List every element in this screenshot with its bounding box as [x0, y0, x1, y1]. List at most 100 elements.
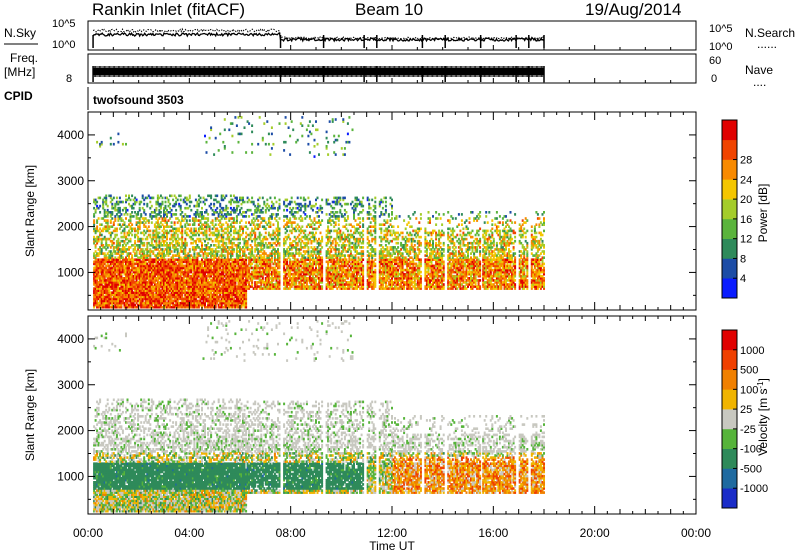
- power-cell: [93, 303, 96, 307]
- power-cell: [254, 283, 257, 286]
- power-cell: [143, 198, 146, 202]
- power-cell: [216, 200, 219, 204]
- power-cell: [184, 260, 187, 264]
- power-cell: [255, 264, 258, 268]
- power-cell: [137, 295, 140, 299]
- power-cell: [199, 250, 202, 253]
- power-cell: [257, 274, 260, 278]
- power-cell: [216, 287, 219, 290]
- power-cell: [228, 128, 231, 132]
- power-cell: [152, 299, 155, 303]
- power-cell: [243, 295, 246, 299]
- power-cell: [188, 285, 191, 288]
- power-cell: [237, 229, 240, 233]
- power-cell: [170, 295, 173, 299]
- power-cell: [199, 291, 202, 294]
- power-cell: [159, 301, 162, 305]
- power-cell: [149, 287, 152, 290]
- power-cell: [125, 295, 127, 299]
- power-cell: [167, 305, 170, 309]
- power-cell: [272, 285, 275, 288]
- power-cell: [219, 274, 222, 278]
- power-cell: [159, 279, 162, 282]
- power-cell: [245, 285, 248, 288]
- power-cell: [204, 268, 206, 272]
- power-cell: [114, 303, 117, 307]
- power-cell: [204, 279, 206, 282]
- power-cell: [105, 244, 108, 247]
- power-cell: [97, 291, 100, 294]
- power-cell: [128, 196, 130, 200]
- power-cell: [128, 194, 130, 198]
- power-cell: [289, 258, 292, 261]
- power-cell: [290, 277, 293, 280]
- power-cell: [163, 252, 165, 255]
- power-cell: [150, 295, 153, 299]
- power-cell: [287, 221, 290, 224]
- power-cell: [147, 283, 150, 286]
- power-cell: [172, 270, 175, 274]
- power-cell: [237, 289, 240, 292]
- power-cell: [289, 153, 292, 156]
- power-cell: [158, 301, 161, 305]
- power-cell: [258, 233, 261, 237]
- power-cell: [260, 217, 263, 220]
- power-cell: [103, 258, 106, 261]
- power-cell: [106, 219, 109, 222]
- power-cell: [245, 270, 248, 274]
- power-cell: [260, 221, 263, 224]
- power-cell: [252, 274, 255, 278]
- power-cell: [93, 227, 96, 231]
- power-cell: [178, 262, 181, 266]
- power-cell: [222, 260, 225, 264]
- power-cell: [166, 213, 168, 216]
- power-cell: [140, 268, 143, 272]
- power-cell: [235, 246, 238, 249]
- power-cell: [169, 285, 172, 288]
- power-cell: [181, 277, 184, 280]
- power-cell: [197, 285, 200, 288]
- power-cell: [254, 244, 257, 247]
- power-cell: [260, 285, 263, 288]
- power-cell: [252, 223, 255, 226]
- power-cell: [214, 219, 217, 222]
- power-cell: [120, 277, 123, 280]
- power-cell: [118, 254, 121, 257]
- power-cell: [144, 279, 147, 282]
- power-cell: [251, 254, 254, 257]
- power-cell: [103, 303, 106, 307]
- power-cell: [158, 297, 161, 301]
- power-cell: [229, 289, 232, 292]
- power-cell: [152, 274, 155, 278]
- power-cell: [176, 264, 179, 268]
- power-cell: [161, 285, 164, 288]
- power-cell: [232, 262, 235, 266]
- power-cell: [258, 235, 261, 239]
- power-cell: [120, 289, 123, 292]
- power-cell: [117, 272, 120, 276]
- power-cell: [146, 293, 149, 297]
- power-cell: [257, 260, 260, 264]
- power-cell: [106, 252, 109, 255]
- power-cell: [156, 274, 159, 278]
- power-cell: [147, 233, 150, 237]
- power-cell: [263, 225, 266, 228]
- power-cell: [166, 268, 168, 272]
- power-cell: [109, 194, 112, 198]
- power-cell: [114, 204, 117, 208]
- power-cell: [132, 202, 135, 206]
- power-cell: [161, 274, 164, 278]
- power-cell: [112, 283, 115, 286]
- power-cell: [175, 297, 178, 301]
- power-cell: [245, 221, 248, 224]
- power-cell: [226, 235, 229, 239]
- power-cell: [176, 293, 179, 297]
- power-cell: [245, 258, 248, 261]
- power-cell: [99, 287, 102, 290]
- power-cell: [269, 262, 272, 266]
- power-cell: [225, 194, 228, 198]
- power-cell: [225, 270, 228, 274]
- power-cell: [164, 297, 167, 301]
- power-cell: [199, 227, 202, 231]
- power-cell: [179, 287, 182, 290]
